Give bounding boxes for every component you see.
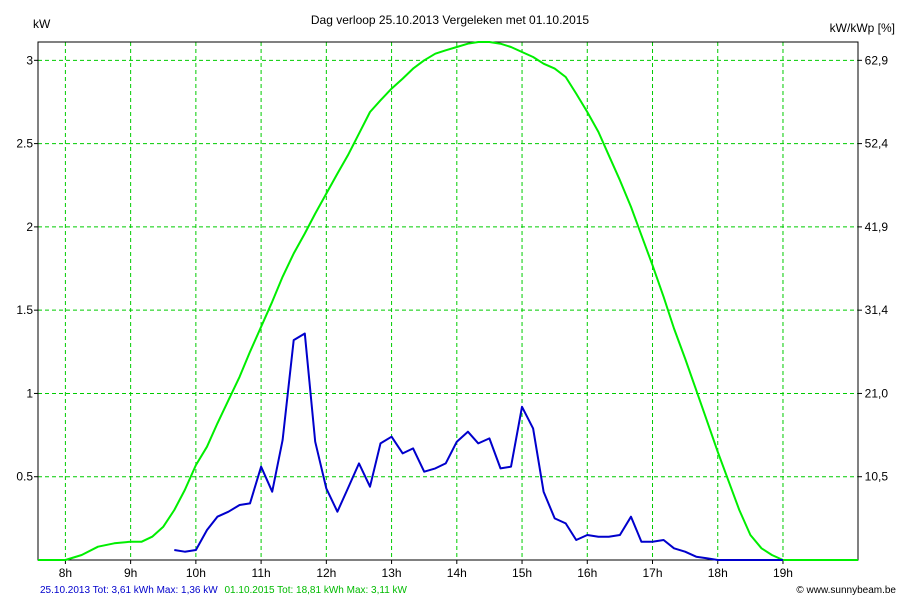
right-axis-label: kW/kWp [%] xyxy=(830,21,895,35)
x-tick-label: 11h xyxy=(252,566,271,580)
grid-lines xyxy=(38,42,858,560)
x-tick-label: 17h xyxy=(642,566,662,580)
left-y-axis-ticks: 0.5 1 1.5 2 2.5 3 xyxy=(16,53,38,484)
y-right-tick-label: 52,4 xyxy=(865,137,889,151)
y-left-tick-label: 2.5 xyxy=(16,137,33,151)
x-tick-label: 14h xyxy=(447,566,467,580)
series-lines xyxy=(38,41,858,561)
x-tick-label: 15h xyxy=(512,566,532,580)
series-line-2015 xyxy=(38,41,858,561)
y-right-tick-label: 62,9 xyxy=(865,53,889,67)
legend-footer: 25.10.2013 Tot: 3,61 kWh Max: 1,36 kW 01… xyxy=(40,585,408,596)
legend-2013-summary: 25.10.2013 Tot: 3,61 kWh Max: 1,36 kW xyxy=(40,585,218,596)
y-right-tick-label: 21,0 xyxy=(865,386,889,400)
y-right-tick-label: 41,9 xyxy=(865,220,889,234)
y-left-tick-label: 1.5 xyxy=(16,303,33,317)
series-line-2013 xyxy=(174,332,783,561)
y-right-tick-label: 31,4 xyxy=(865,303,889,317)
x-tick-label: 19h xyxy=(773,566,793,580)
x-tick-label: 18h xyxy=(708,566,728,580)
y-left-tick-label: 1 xyxy=(26,386,33,400)
credit-text: © www.sunnybeam.be xyxy=(796,585,896,596)
chart-title: Dag verloop 25.10.2013 Vergeleken met 01… xyxy=(311,13,590,27)
x-tick-label: 9h xyxy=(124,566,137,580)
left-axis-label: kW xyxy=(33,17,51,31)
x-tick-label: 16h xyxy=(577,566,597,580)
x-tick-label: 12h xyxy=(316,566,336,580)
x-tick-label: 13h xyxy=(382,566,402,580)
right-y-axis-ticks: 10,5 21,0 31,4 41,9 52,4 62,9 xyxy=(858,53,889,484)
y-left-tick-label: 2 xyxy=(26,220,33,234)
y-right-tick-label: 10,5 xyxy=(865,470,889,484)
y-left-tick-label: 3 xyxy=(26,53,33,67)
x-axis-ticks: 8h 9h 10h 11h 12h 13h 14h 15h 16h 17h 18h 19h xyxy=(59,560,793,580)
legend-2015-summary: 01.10.2015 Tot: 18,81 kWh Max: 3,11 kW xyxy=(224,585,407,596)
x-tick-label: 10h xyxy=(186,566,206,580)
plot-frame xyxy=(37,41,859,561)
x-tick-label: 8h xyxy=(59,566,72,580)
y-left-tick-label: 0.5 xyxy=(16,470,33,484)
